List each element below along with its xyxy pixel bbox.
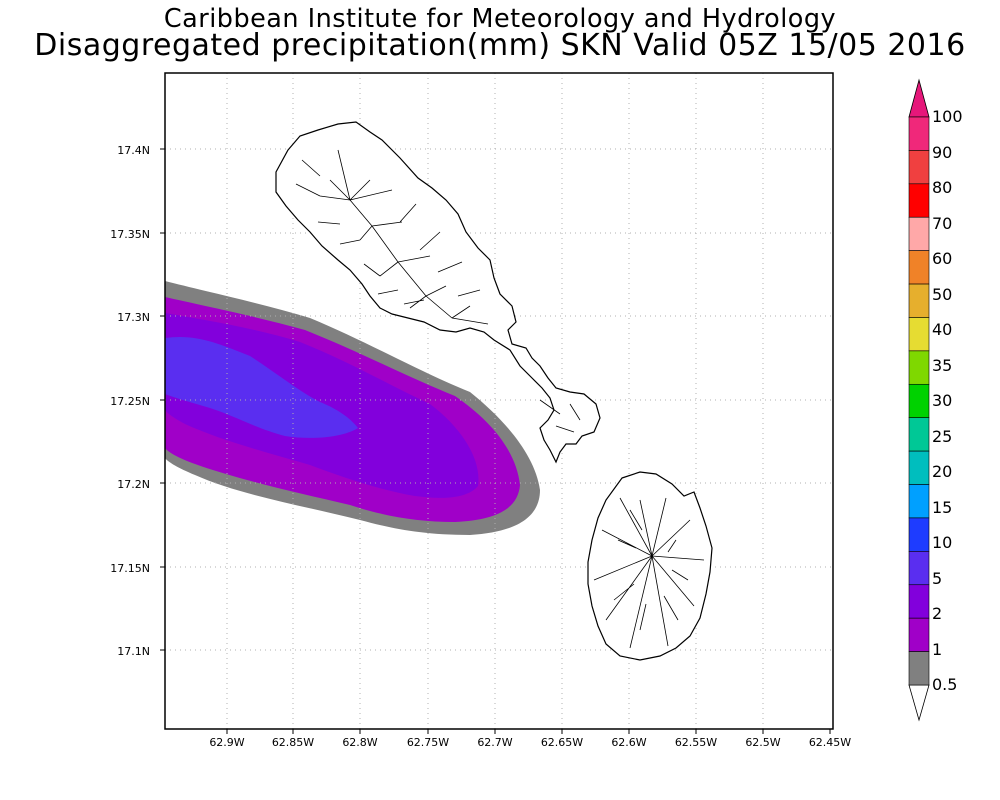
colorbar-label: 30 [932,391,952,410]
lat-tick-label: 17.25N [110,395,150,408]
colorbar-legend: 100 90 80 70 60 50 40 35 30 25 20 15 10 … [908,78,963,722]
lon-axis: 62.9W 62.85W 62.8W 62.75W 62.7W 62.65W 6… [209,736,851,749]
lon-tick-label: 62.7W [477,736,512,749]
colorbar-band [908,651,930,686]
colorbar-bottom-arrow [908,684,930,722]
precip-area-5mm [165,336,358,438]
lat-tick-label: 17.35N [110,228,150,241]
colorbar-label: 50 [932,285,952,304]
lat-tick-label: 17.3N [117,311,150,324]
lat-tick-label: 17.2N [117,478,150,491]
map-grid [160,73,833,734]
lon-tick-label: 62.55W [675,736,717,749]
lon-tick-label: 62.85W [272,736,314,749]
colorbar-band [908,250,930,285]
colorbar-label: 35 [932,356,952,375]
colorbar-band [908,551,930,586]
lat-axis: 17.4N 17.35N 17.3N 17.25N 17.2N 17.15N 1… [110,144,150,658]
colorbar-label: 100 [932,107,963,126]
colorbar-label: 1 [932,640,942,659]
precip-field [165,281,540,535]
title-product: Disaggregated precipitation(mm) SKN Vali… [34,28,966,63]
saint-kitts-coastline [275,121,601,464]
colorbar-band [908,417,930,452]
colorbar-band [908,317,930,352]
colorbar-label: 5 [932,569,942,588]
colorbar-band [908,484,930,519]
title-institute: Caribbean Institute for Meteorology and … [163,4,837,34]
saint-kitts-drainage [295,149,581,433]
lon-tick-label: 62.65W [541,736,583,749]
colorbar-label: 0.5 [932,675,957,694]
colorbar-top-arrow [908,78,930,118]
colorbar-label: 2 [932,604,942,623]
colorbar-label: 90 [932,143,952,162]
lon-tick-label: 62.9W [209,736,244,749]
colorbar-band [908,183,930,218]
lat-tick-label: 17.4N [117,144,150,157]
colorbar-label: 70 [932,214,952,233]
colorbar-band [908,283,930,318]
colorbar-labels: 100 90 80 70 60 50 40 35 30 25 20 15 10 … [932,107,963,694]
lon-tick-label: 62.45W [809,736,851,749]
colorbar-band [908,450,930,485]
lon-tick-label: 62.75W [407,736,449,749]
colorbar-label: 15 [932,498,952,517]
lat-tick-label: 17.15N [110,562,150,575]
island-saint-kitts [275,121,601,464]
colorbar-band [908,116,930,151]
colorbar-band [908,350,930,385]
colorbar-band [908,383,930,419]
map-panel [160,72,834,734]
colorbar-label: 40 [932,320,952,339]
colorbar-band [908,150,930,185]
map-frame [164,72,834,730]
colorbar-label: 80 [932,178,952,197]
island-nevis [587,471,713,661]
colorbar-label: 60 [932,249,952,268]
colorbar-bands [908,116,930,686]
lat-tick-label: 17.1N [117,645,150,658]
colorbar-band [908,584,930,619]
colorbar-label: 10 [932,533,952,552]
lon-tick-label: 62.6W [611,736,646,749]
lon-tick-label: 62.8W [342,736,377,749]
nevis-drainage [593,497,705,649]
colorbar-label: 25 [932,427,952,446]
lon-tick-label: 62.5W [745,736,780,749]
colorbar-band [908,617,930,652]
colorbar-band [908,517,930,552]
colorbar-label: 20 [932,462,952,481]
colorbar-band [908,216,930,251]
